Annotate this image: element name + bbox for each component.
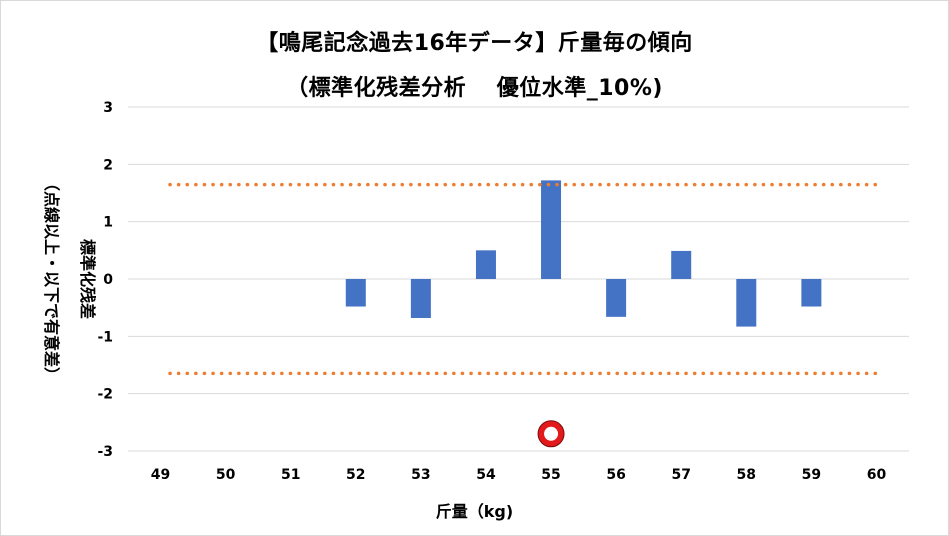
y-tick-label: 0 <box>103 272 113 288</box>
x-tick-label: 50 <box>216 467 236 483</box>
chart-title: 【鳴尾記念過去16年データ】斤量毎の傾向 <box>256 31 693 56</box>
x-tick-label: 54 <box>476 467 496 483</box>
y-axis-ticks: 3 2 1 0 -1 -2 -3 <box>97 100 113 460</box>
y-tick-label: -1 <box>97 329 113 345</box>
x-tick-label: 56 <box>606 467 625 483</box>
bar <box>671 250 692 279</box>
x-tick-label: 52 <box>346 467 365 483</box>
chart-subtitle: （標準化残差分析 優位水準_10%) <box>286 76 663 101</box>
highlight-markers <box>537 420 565 448</box>
x-tick-label: 59 <box>802 467 821 483</box>
x-tick-label: 58 <box>737 467 756 483</box>
bar <box>541 180 562 279</box>
bars <box>345 180 822 327</box>
bar <box>801 279 822 307</box>
bar <box>345 279 366 307</box>
gridlines <box>128 106 909 452</box>
y-tick-label: 2 <box>103 157 113 173</box>
y-tick-label: -3 <box>97 444 113 460</box>
x-tick-label: 55 <box>541 467 560 483</box>
x-tick-label: 57 <box>671 467 690 483</box>
x-axis-ticks: 49 50 51 52 53 54 55 56 57 58 59 60 <box>151 467 887 483</box>
bar <box>736 279 757 327</box>
marker-center <box>544 426 559 441</box>
bar <box>410 279 431 318</box>
y-tick-label: -2 <box>97 387 113 403</box>
x-axis-label: 斤量（kg) <box>435 502 514 521</box>
x-tick-label: 53 <box>411 467 430 483</box>
y-tick-label: 3 <box>103 100 113 116</box>
x-tick-label: 60 <box>867 467 887 483</box>
y-tick-label: 1 <box>103 215 113 231</box>
x-tick-label: 51 <box>281 467 300 483</box>
bar <box>606 279 627 317</box>
x-tick-label: 49 <box>151 467 170 483</box>
bar <box>475 250 496 279</box>
